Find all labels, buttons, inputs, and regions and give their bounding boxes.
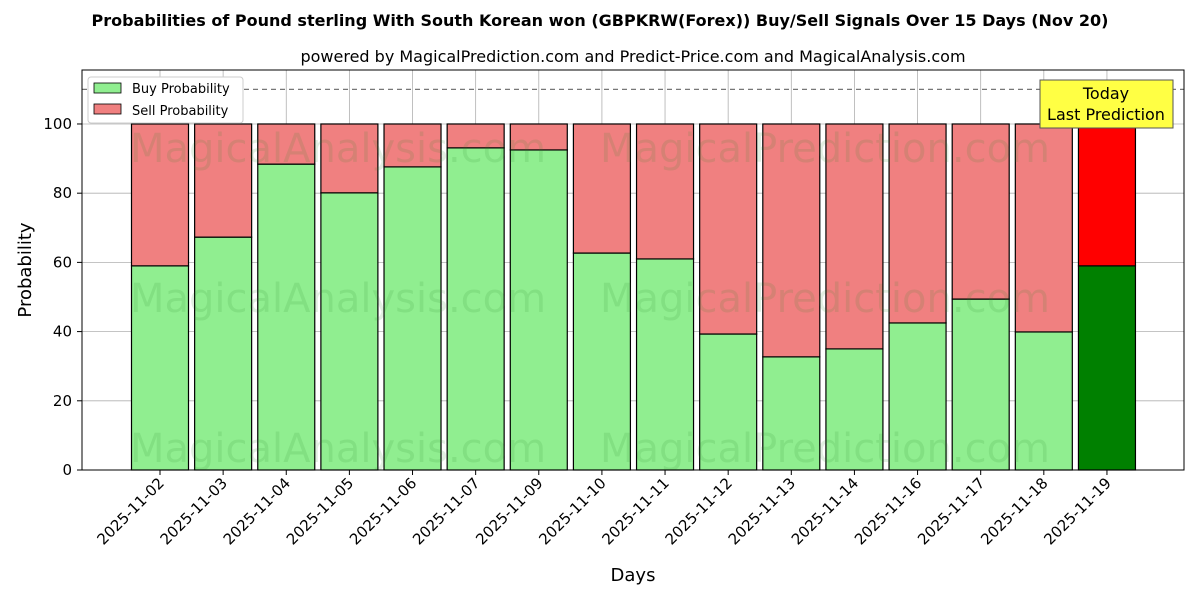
buy-bar bbox=[762, 356, 821, 471]
x-tick-label: 2025-11-14 bbox=[788, 474, 862, 548]
watermark: MagicalAnalysis.com bbox=[130, 126, 546, 172]
sell-bar bbox=[888, 123, 947, 324]
sell-bar bbox=[320, 123, 379, 194]
x-tick-label: 2025-11-13 bbox=[725, 474, 799, 548]
x-tick-label: 2025-11-09 bbox=[472, 474, 546, 548]
x-tick-label: 2025-11-02 bbox=[93, 474, 167, 548]
x-tick-label: 2025-11-12 bbox=[662, 474, 736, 548]
y-tick-label: 100 bbox=[43, 115, 72, 133]
x-tick-label: 2025-11-18 bbox=[977, 474, 1051, 548]
sell-bar bbox=[130, 123, 190, 267]
watermark: MagicalAnalysis.com bbox=[130, 426, 546, 472]
y-tick-label: 80 bbox=[53, 184, 72, 202]
sell-bar bbox=[951, 123, 1010, 300]
x-tick-label: 2025-11-05 bbox=[283, 474, 357, 548]
watermark: MagicalPrediction.com bbox=[600, 276, 1050, 322]
y-tick-label: 40 bbox=[53, 323, 72, 341]
buy-bar bbox=[446, 147, 505, 471]
buy-bar bbox=[572, 252, 632, 471]
buy-bar bbox=[825, 348, 884, 471]
sell-bar bbox=[572, 123, 632, 254]
sell-bar bbox=[194, 123, 253, 238]
plot-frame bbox=[81, 69, 1185, 471]
x-tick-label: 2025-11-10 bbox=[535, 474, 609, 548]
x-tick-label: 2025-11-06 bbox=[346, 474, 420, 548]
x-axis-label: Days bbox=[611, 565, 656, 586]
watermark: MagicalAnalysis.com bbox=[130, 276, 546, 322]
buy-bar bbox=[888, 322, 947, 471]
buy-bar bbox=[383, 166, 442, 471]
sell-bar bbox=[635, 123, 695, 260]
watermark: MagicalPrediction.com bbox=[600, 426, 1050, 472]
legend-swatch-buy bbox=[93, 82, 122, 94]
legend-swatch-sell bbox=[93, 103, 122, 115]
sell-bar bbox=[1014, 123, 1073, 333]
sell-bar bbox=[762, 123, 821, 358]
buy-bar bbox=[951, 298, 1010, 471]
watermark: MagicalPrediction.com bbox=[600, 126, 1050, 172]
sell-bar bbox=[699, 123, 758, 335]
buy-bar bbox=[257, 163, 316, 471]
chart-title: Probabilities of Pound sterling With Sou… bbox=[92, 11, 1109, 30]
x-tick-label: 2025-11-19 bbox=[1040, 474, 1114, 548]
x-tick-label: 2025-11-03 bbox=[157, 474, 231, 548]
sell-bar bbox=[257, 123, 316, 165]
x-tick-label: 2025-11-16 bbox=[851, 474, 925, 548]
x-tick-label: 2025-11-07 bbox=[409, 474, 483, 548]
sell-bar bbox=[509, 123, 568, 151]
sell-bar bbox=[446, 123, 505, 149]
y-tick-label: 20 bbox=[53, 392, 72, 410]
y-axis-label: Probability bbox=[15, 222, 36, 317]
buy-bar bbox=[320, 192, 379, 471]
x-tick-label: 2025-11-04 bbox=[220, 474, 294, 548]
buy-bar bbox=[1077, 265, 1137, 471]
buy-bar bbox=[635, 258, 695, 471]
x-tick-label: 2025-11-17 bbox=[914, 474, 988, 548]
sell-bar bbox=[825, 123, 884, 350]
y-tick-label: 60 bbox=[53, 253, 72, 271]
svg-text:Last Prediction: Last Prediction bbox=[1047, 105, 1165, 124]
today-annotation: Today Last Prediction bbox=[1039, 79, 1174, 129]
buy-bar bbox=[194, 236, 253, 471]
sell-bar bbox=[1077, 123, 1137, 267]
x-tick-label: 2025-11-11 bbox=[598, 474, 672, 548]
y-tick-label: 0 bbox=[62, 461, 72, 479]
svg-text:Today: Today bbox=[1082, 84, 1129, 103]
legend-label-buy: Buy Probability bbox=[132, 82, 230, 97]
sell-bar bbox=[383, 123, 442, 168]
legend: Buy Probability Sell Probability bbox=[87, 76, 244, 124]
legend-label-sell: Sell Probability bbox=[132, 104, 229, 119]
chart-subtitle: powered by MagicalPrediction.com and Pre… bbox=[300, 47, 965, 66]
